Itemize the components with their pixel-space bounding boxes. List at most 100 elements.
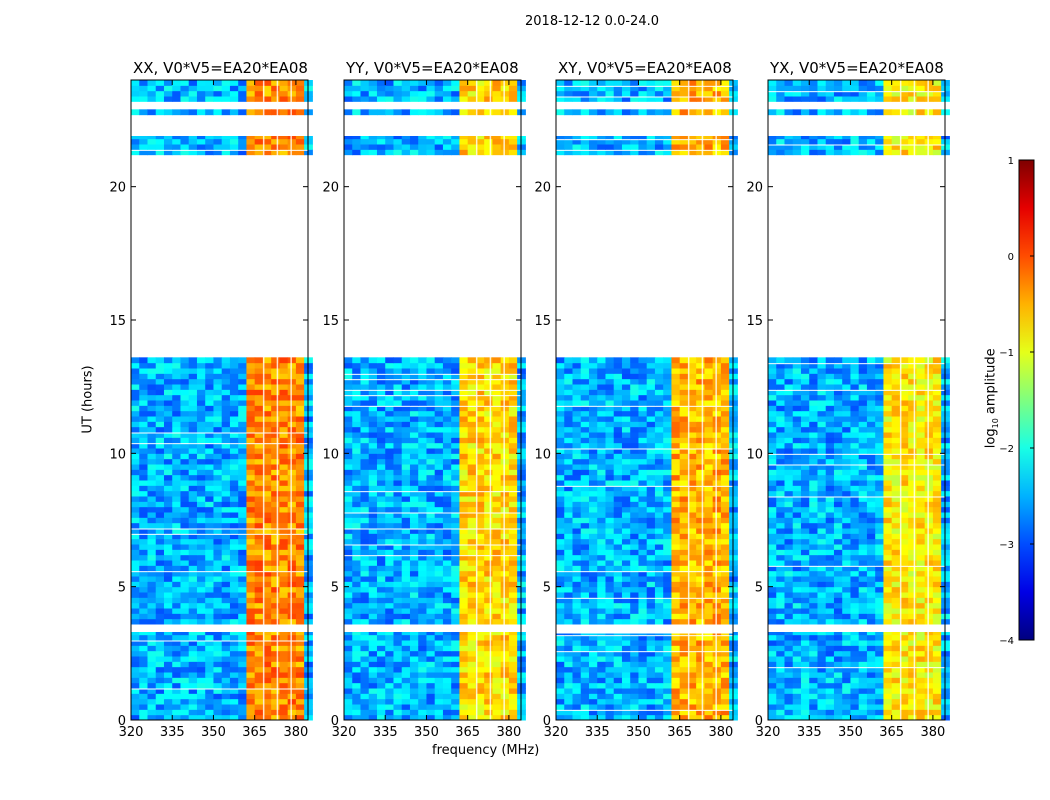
heatmap-cell <box>687 400 697 406</box>
heatmap-cell <box>295 416 305 422</box>
heatmap-cell <box>368 613 378 620</box>
heatmap-cell <box>621 458 631 465</box>
heatmap-cell <box>671 389 681 396</box>
heatmap-cell <box>376 501 386 508</box>
heatmap-cell <box>451 640 460 646</box>
heatmap-cell <box>434 677 444 684</box>
heatmap-cell <box>155 592 165 598</box>
heatmap-cell <box>418 410 427 417</box>
heatmap-cell <box>163 416 173 422</box>
heatmap-cell <box>188 597 198 604</box>
heatmap-cell <box>720 608 730 614</box>
heatmap-cell <box>238 474 247 481</box>
heatmap-cell <box>304 394 313 401</box>
heatmap-cell <box>646 373 656 380</box>
heatmap-cell <box>279 136 289 140</box>
heatmap-cell <box>434 512 444 518</box>
heatmap-cell <box>279 645 289 652</box>
heatmap-cell <box>646 458 656 465</box>
heatmap-cell <box>368 405 378 412</box>
heatmap-cell <box>426 528 436 534</box>
heatmap-cell <box>597 538 606 545</box>
heatmap-cell <box>246 522 256 529</box>
heatmap-cell <box>246 469 256 476</box>
heatmap-cell <box>426 485 436 492</box>
heatmap-cell <box>155 421 165 428</box>
heatmap-cell <box>671 437 681 444</box>
heatmap-cell <box>687 368 697 374</box>
heatmap-cell <box>517 608 526 614</box>
heatmap-cell <box>654 480 664 486</box>
heatmap-cell <box>475 485 485 492</box>
heatmap-cell <box>155 506 165 513</box>
heatmap-cell <box>287 138 297 145</box>
heatmap-cell <box>696 357 705 364</box>
heatmap-cell <box>401 480 411 486</box>
heatmap-cell <box>580 533 590 540</box>
heatmap-cell <box>188 677 198 684</box>
heatmap-cell <box>621 554 631 561</box>
heatmap-cell <box>696 501 705 508</box>
heatmap-cell <box>434 490 444 497</box>
heatmap-cell <box>442 442 452 449</box>
heatmap-cell <box>580 469 590 476</box>
heatmap-cell <box>451 405 460 412</box>
heatmap-cell <box>654 437 664 444</box>
heatmap-cell <box>434 149 444 156</box>
flagged-row <box>344 373 521 375</box>
heatmap-cell <box>588 650 598 657</box>
heatmap-cell <box>188 149 198 156</box>
heatmap-cell <box>418 442 427 449</box>
heatmap-cell <box>508 522 518 529</box>
heatmap-cell <box>434 533 444 540</box>
heatmap-cell <box>459 581 469 588</box>
heatmap-cell <box>271 570 280 577</box>
heatmap-cell <box>180 80 190 86</box>
heatmap-cell <box>401 405 411 412</box>
heatmap-cell <box>188 96 198 102</box>
heatmap-cell <box>229 144 239 150</box>
heatmap-cell <box>654 549 664 556</box>
heatmap-cell <box>621 618 631 625</box>
heatmap-cell <box>188 138 198 145</box>
heatmap-cell <box>131 632 140 636</box>
heatmap-cell <box>729 506 738 513</box>
heatmap-cell <box>459 693 469 700</box>
heatmap-cell <box>696 474 705 481</box>
heatmap-cell <box>467 378 477 385</box>
heatmap-cell <box>630 666 639 673</box>
heatmap-cell <box>442 634 452 641</box>
heatmap-cell <box>500 602 510 609</box>
heatmap-cell <box>467 554 477 561</box>
heatmap-cell <box>720 688 730 694</box>
heatmap-cell <box>729 389 738 396</box>
heatmap-cell <box>475 602 485 609</box>
heatmap-cell <box>385 485 394 492</box>
heatmap-cell <box>360 714 370 721</box>
heatmap-cell <box>368 373 378 380</box>
heatmap-cell <box>720 138 730 145</box>
heatmap-cell <box>385 709 394 716</box>
heatmap-cell <box>131 136 140 140</box>
heatmap-cell <box>376 554 386 561</box>
heatmap-cell <box>500 682 510 689</box>
heatmap-cell <box>344 405 353 412</box>
heatmap-cell <box>385 389 394 396</box>
heatmap-cell <box>360 464 370 470</box>
heatmap-cell <box>654 421 664 428</box>
heatmap-cell <box>131 682 140 689</box>
heatmap-cell <box>442 672 452 678</box>
heatmap-cell <box>671 613 681 620</box>
heatmap-cell <box>213 565 223 572</box>
heatmap-cell <box>451 714 460 721</box>
heatmap-cell <box>556 474 565 481</box>
heatmap-cell <box>467 394 477 401</box>
heatmap-cell <box>467 448 477 454</box>
heatmap-cell <box>467 688 477 694</box>
heatmap-cell <box>163 672 173 678</box>
heatmap-cell <box>304 528 313 534</box>
heatmap-cell <box>613 442 623 449</box>
heatmap-cell <box>246 485 256 492</box>
heatmap-cell <box>580 522 590 529</box>
heatmap-cell <box>687 608 697 614</box>
